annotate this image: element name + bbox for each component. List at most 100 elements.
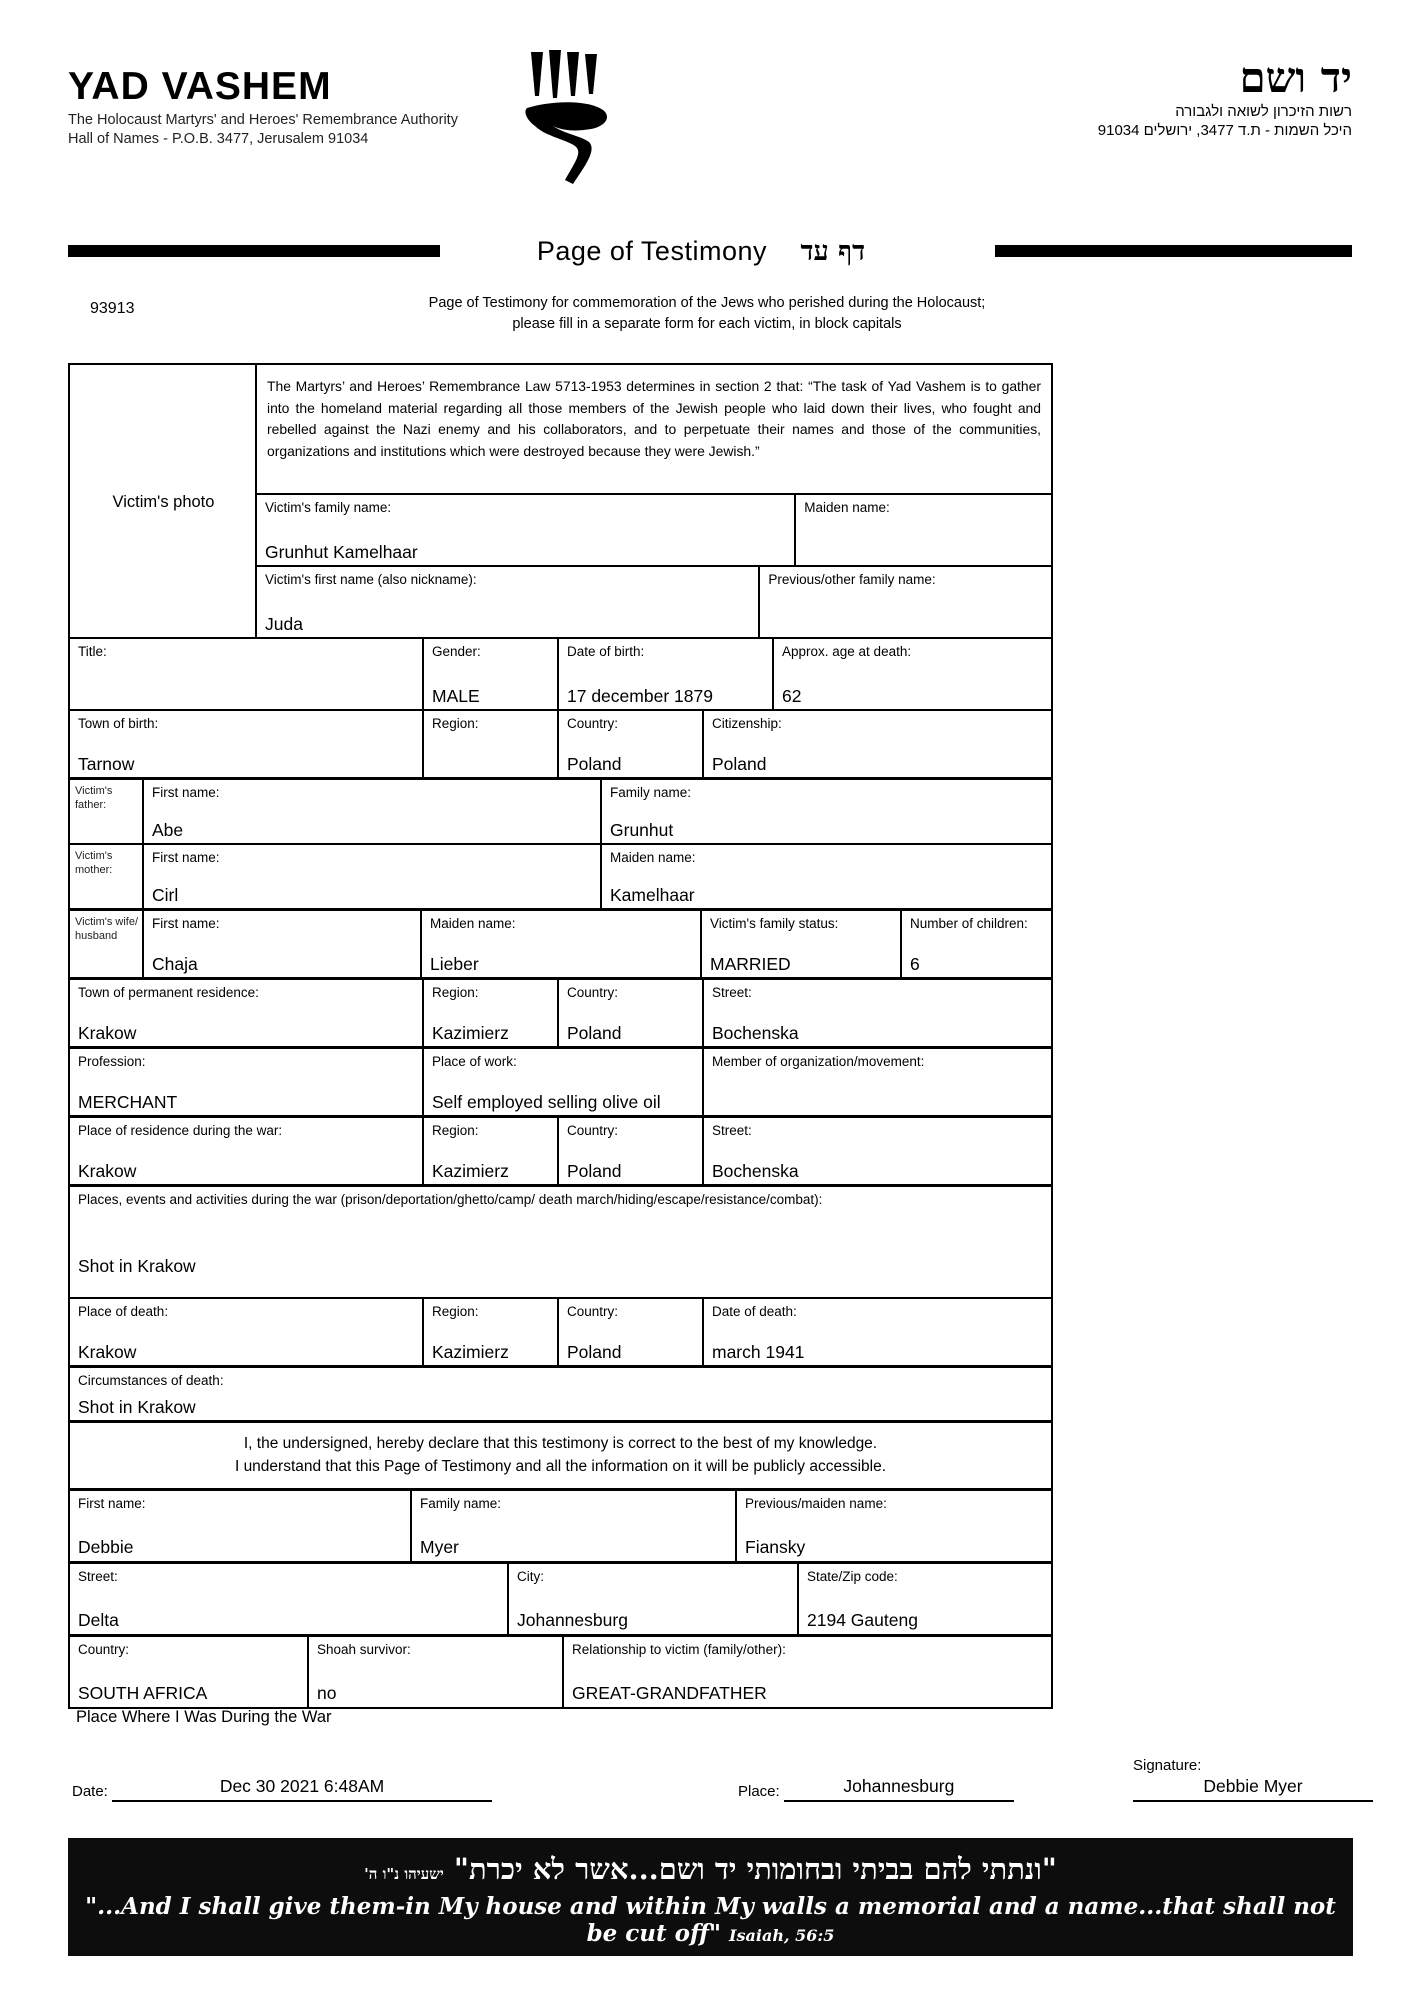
field-label: Date of birth: — [567, 644, 645, 659]
field-value: Cirl — [152, 884, 179, 905]
row-circumstances: Circumstances of death: Shot in Krakow — [70, 1365, 1051, 1420]
intro-line-2: please fill in a separate form for each … — [512, 316, 902, 333]
field-value: march 1941 — [712, 1341, 805, 1362]
field-label: First name: — [152, 850, 220, 865]
field-value: Kamelhaar — [610, 884, 695, 905]
field-value: Grunhut — [610, 819, 674, 840]
field-label: Relationship to victim (family/other): — [572, 1641, 786, 1657]
field-value: Johannesburg — [517, 1610, 628, 1631]
field-label: First name: — [152, 916, 220, 931]
date-value: Dec 30 2021 6:48AM — [112, 1776, 493, 1802]
field-value: Kazimierz — [432, 1160, 509, 1181]
field-death-region: Region: Kazimierz — [422, 1299, 557, 1365]
field-submitter-previous-name: Previous/maiden name: Fiansky — [735, 1490, 1051, 1561]
field-label: Town of birth: — [78, 716, 159, 731]
field-label: Previous/maiden name: — [745, 1495, 887, 1511]
declaration-line-2: I understand that this Page of Testimony… — [234, 1458, 887, 1476]
field-family-status: Victim's family status: MARRIED — [700, 911, 900, 977]
footer-english-quote: "...And I shall give them-in My house an… — [85, 1893, 1336, 1947]
field-residence-street: Street: Bochenska — [702, 980, 1051, 1046]
field-label: Date of death: — [712, 1304, 797, 1319]
field-war-residence-place: Place of residence during the war: Krako… — [70, 1118, 422, 1184]
field-value: Lieber — [430, 953, 479, 974]
testimony-form-table: Victim's photo The Martyrs’ and Heroes’ … — [68, 363, 1053, 1709]
row-war-residence: Place of residence during the war: Krako… — [70, 1115, 1051, 1184]
field-value: Grunhut Kamelhaar — [265, 541, 418, 562]
row-war-events: Places, events and activities during the… — [70, 1184, 1051, 1297]
field-label: Victim's family name: — [265, 500, 392, 515]
field-war-events: Places, events and activities during the… — [70, 1187, 1051, 1297]
field-value: Poland — [712, 753, 767, 774]
field-value: Debbie — [78, 1537, 134, 1558]
field-label: Street: — [712, 1123, 752, 1138]
father-side-label: Victim's father: — [75, 785, 113, 812]
declaration-line-1: I, the undersigned, hereby declare that … — [243, 1435, 878, 1452]
org-block-he: יד ושם רשות הזיכרון לשואה ולגבורה היכל ה… — [922, 53, 1352, 140]
org-subtitle-2-hebrew: היכל השמות - ת.ד 3477, ירושלים 91034 — [1097, 122, 1352, 140]
title-band: Page of Testimony דף עד — [68, 236, 1352, 267]
field-value: Delta — [78, 1610, 119, 1631]
field-victim-first-name: Victim's first name (also nickname): Jud… — [257, 567, 758, 637]
field-label: Region: — [432, 985, 479, 1000]
field-value: Kazimierz — [432, 1022, 509, 1043]
signature-label: Signature: — [1133, 1757, 1202, 1774]
field-value: Poland — [567, 1022, 622, 1043]
field-value: Chaja — [152, 953, 198, 974]
top-right-block: The Martyrs’ and Heroes’ Remembrance Law… — [255, 365, 1051, 637]
footer-quote-banner: "ונתתי להם בביתי ובחומותי יד ושם...אשר ל… — [68, 1838, 1353, 1956]
field-value: no — [317, 1683, 337, 1704]
field-label: Family name: — [420, 1495, 502, 1511]
field-value: Juda — [265, 613, 303, 634]
field-submitter-city: City: Johannesburg — [507, 1563, 797, 1634]
field-death-country: Country: Poland — [557, 1299, 702, 1365]
intro-line-1: Page of Testimony for commemoration of t… — [428, 295, 986, 311]
footer-english-source: Isaiah, 56:5 — [729, 1926, 835, 1945]
field-label: Place of residence during the war: — [78, 1123, 283, 1138]
field-label: Place of work: — [432, 1054, 517, 1069]
field-label: Country: — [567, 985, 619, 1000]
field-birth-country: Country: Poland — [557, 711, 702, 777]
field-circumstances-of-death: Circumstances of death: Shot in Krakow — [70, 1368, 1051, 1420]
field-label: Region: — [432, 1304, 479, 1319]
footer-hebrew-quote: "ונתתי להם בביתי ובחומותי יד ושם...אשר ל… — [453, 1852, 1057, 1886]
field-relationship-to-victim: Relationship to victim (family/other): G… — [562, 1636, 1051, 1707]
yad-vashem-menorah-logo-icon — [523, 50, 613, 185]
field-label: Previous/other family name: — [768, 572, 936, 587]
signature-value: Debbie Myer — [1133, 1776, 1373, 1802]
field-value: Bochenska — [712, 1022, 799, 1043]
field-label: Citizenship: — [712, 716, 782, 731]
field-date-of-birth: Date of birth: 17 december 1879 — [557, 639, 772, 709]
org-block-en: YAD VASHEM The Holocaust Martyrs' and He… — [68, 65, 498, 147]
field-war-residence-street: Street: Bochenska — [702, 1118, 1051, 1184]
field-value: Poland — [567, 1341, 622, 1362]
remembrance-law-text: The Martyrs’ and Heroes’ Remembrance Law… — [267, 378, 1041, 459]
org-name-hebrew: יד ושם — [1239, 53, 1352, 102]
field-citizenship: Citizenship: Poland — [702, 711, 1051, 777]
field-value: Poland — [567, 753, 622, 774]
field-submitter-country: Country: SOUTH AFRICA — [70, 1637, 307, 1707]
signature-field: Signature: Debbie Myer — [1133, 1757, 1373, 1802]
signing-row: Date: Dec 30 2021 6:48AM Place: Johannes… — [68, 1757, 1373, 1820]
field-label: Street: — [78, 1568, 118, 1584]
title-bar-left — [68, 245, 440, 257]
row-death: Place of death: Krakow Region: Kazimierz… — [70, 1297, 1051, 1365]
row-father: Victim's father: First name: Abe Family … — [70, 777, 1051, 843]
victim-photo-placeholder: Victim's photo — [112, 492, 215, 511]
row-submitter-name: First name: Debbie Family name: Myer Pre… — [70, 1487, 1051, 1561]
field-label: Country: — [78, 1641, 130, 1657]
field-label: Street: — [712, 985, 752, 1000]
top-block: Victim's photo The Martyrs’ and Heroes’ … — [70, 365, 1051, 637]
field-value: 17 december 1879 — [567, 685, 713, 706]
page-title-en: Page of Testimony — [536, 236, 767, 266]
field-town-of-residence: Town of permanent residence: Krakow — [70, 980, 422, 1046]
org-subtitle-1-hebrew: רשות הזיכרון לשואה ולגבורה — [1175, 103, 1352, 121]
field-value: Shot in Krakow — [78, 1255, 196, 1276]
title-bar-right — [995, 245, 1352, 257]
field-label: Region: — [432, 716, 479, 731]
org-subtitle-1: The Holocaust Martyrs' and Heroes' Remem… — [68, 112, 458, 128]
field-value: Krakow — [78, 1160, 137, 1181]
field-label: City: — [517, 1568, 544, 1584]
field-label: Maiden name: — [430, 916, 516, 931]
field-birth-region: Region: — [422, 711, 557, 777]
field-label: State/Zip code: — [807, 1568, 898, 1584]
